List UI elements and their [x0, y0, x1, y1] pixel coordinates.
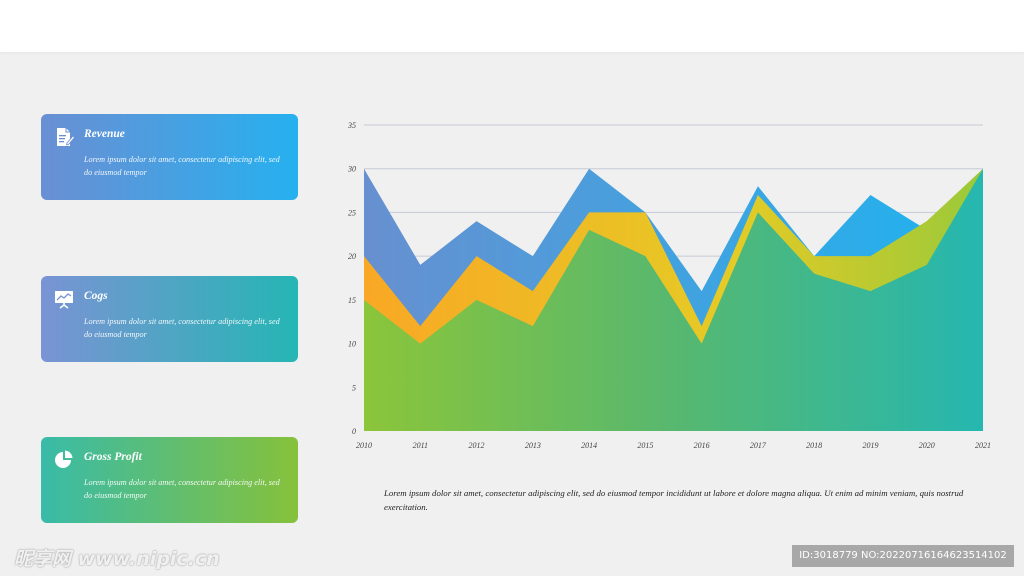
top-bar — [0, 0, 1024, 52]
x-tick-label: 2011 — [413, 441, 428, 450]
x-tick-label: 2021 — [975, 441, 991, 450]
gross-profit-card: Gross Profit Lorem ipsum dolor sit amet,… — [41, 437, 298, 523]
x-tick-label: 2010 — [356, 441, 372, 450]
y-tick-label: 35 — [347, 121, 356, 130]
x-tick-label: 2013 — [525, 441, 541, 450]
y-tick-label: 30 — [347, 165, 356, 174]
y-tick-label: 15 — [348, 296, 356, 305]
y-tick-label: 0 — [352, 427, 356, 436]
x-tick-label: 2017 — [750, 441, 767, 450]
card-title: Revenue — [84, 128, 125, 140]
x-tick-label: 2015 — [637, 441, 653, 450]
chart-caption: Lorem ipsum dolor sit amet, consectetur … — [384, 488, 964, 512]
x-tick-label: 2014 — [581, 441, 597, 450]
watermark-id: ID:3018779 NO:20220716164623514102 — [792, 545, 1014, 567]
card-text: Lorem ipsum dolor sit amet, consectetur … — [84, 478, 280, 500]
card-title: Gross Profit — [84, 451, 142, 463]
card-title: Cogs — [84, 290, 108, 302]
card-text: Lorem ipsum dolor sit amet, consectetur … — [84, 317, 280, 339]
document-edit-icon — [53, 126, 75, 148]
x-tick-label: 2019 — [862, 441, 878, 450]
y-tick-label: 10 — [348, 340, 356, 349]
presentation-chart-icon — [53, 288, 75, 310]
y-tick-label: 25 — [348, 208, 356, 217]
x-tick-label: 2012 — [469, 441, 485, 450]
x-tick-label: 2020 — [919, 441, 935, 450]
y-tick-label: 5 — [352, 383, 356, 392]
watermark-left: 昵享网 www.nipic.cn — [14, 548, 220, 570]
cogs-card: Cogs Lorem ipsum dolor sit amet, consect… — [41, 276, 298, 362]
card-text: Lorem ipsum dolor sit amet, consectetur … — [84, 155, 280, 177]
pie-chart-icon — [53, 449, 75, 471]
area-series-3 — [364, 168, 983, 431]
y-tick-label: 20 — [348, 252, 356, 261]
revenue-card: Revenue Lorem ipsum dolor sit amet, cons… — [41, 114, 298, 200]
x-tick-label: 2018 — [806, 441, 822, 450]
x-tick-label: 2016 — [694, 441, 710, 450]
